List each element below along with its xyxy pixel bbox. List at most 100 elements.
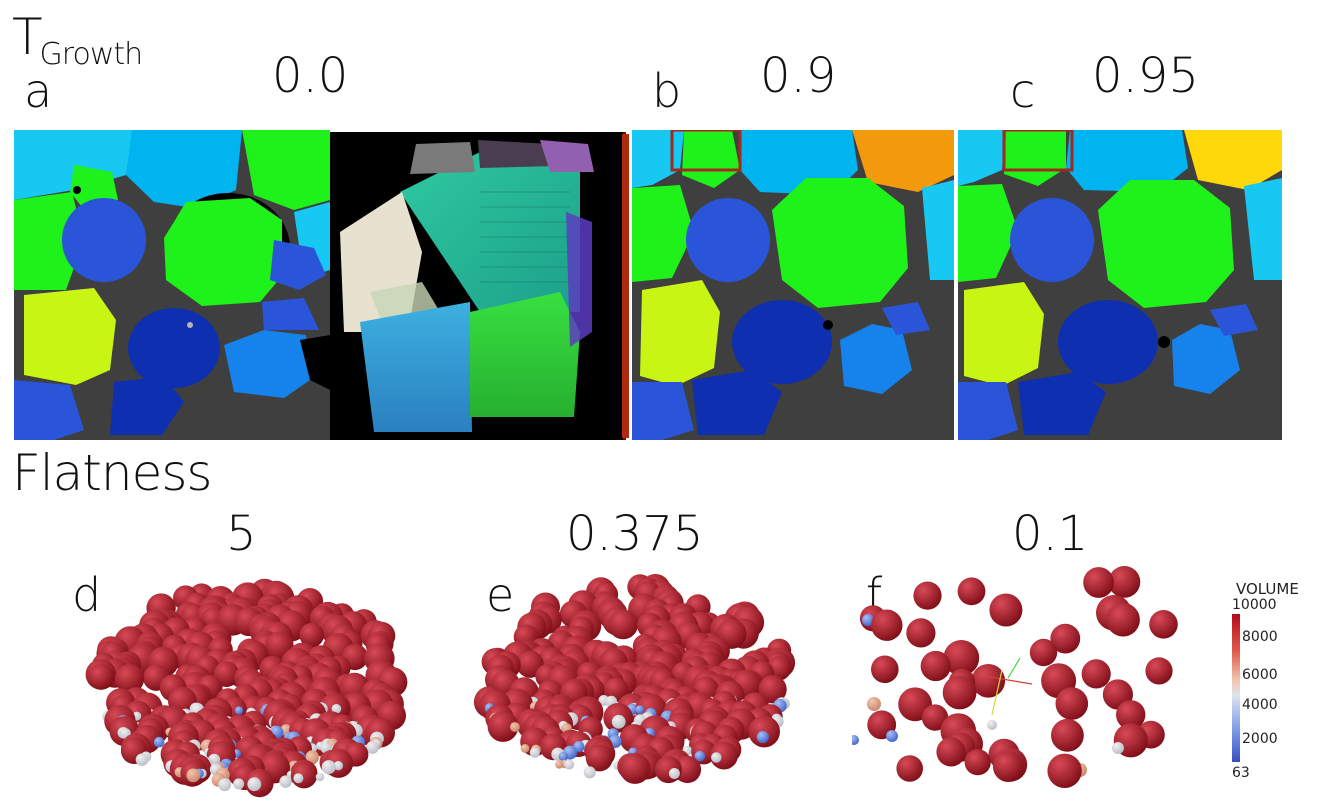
sphere: [555, 760, 564, 769]
sphere: [1116, 700, 1146, 730]
panel-d-letter: d: [72, 568, 102, 622]
sphere: [756, 731, 769, 744]
panel-d-sphere-packing: [85, 578, 408, 798]
sphere: [673, 755, 702, 784]
colorbar-tick-8000: 8000: [1242, 629, 1278, 645]
sphere: [153, 736, 165, 748]
sphere: [619, 753, 651, 784]
panel-b-highlight-box: [670, 130, 742, 172]
sphere: [1106, 602, 1140, 637]
panel-e-letter: e: [486, 568, 515, 622]
sphere: [1108, 566, 1141, 598]
sphere: [871, 655, 899, 684]
sphere: [886, 730, 898, 742]
divider-bar: [622, 134, 629, 438]
sphere: [1051, 718, 1084, 752]
colorbar-title: VOLUME: [1236, 580, 1299, 598]
axis-line: [1007, 657, 1021, 679]
sphere: [88, 664, 114, 690]
sphere: [1083, 567, 1114, 598]
sphere: [711, 752, 722, 763]
sphere: [1149, 610, 1178, 639]
growth-title-main: T: [12, 8, 43, 66]
sphere: [987, 720, 997, 730]
sphere: [333, 761, 343, 771]
sphere: [906, 618, 936, 648]
sphere: [867, 697, 881, 711]
sphere: [1029, 638, 1058, 667]
panel-b-letter: b: [652, 64, 682, 118]
sphere: [1081, 659, 1111, 689]
colorbar-tick-4000: 4000: [1242, 697, 1278, 713]
sphere: [852, 735, 859, 745]
sphere: [896, 755, 923, 782]
growth-section-title: TGrowth: [12, 12, 144, 70]
panel-c-highlight-box: [1002, 130, 1074, 172]
sphere: [1055, 687, 1089, 720]
axis-line: [991, 669, 1003, 716]
sphere: [115, 664, 145, 694]
sphere: [487, 711, 519, 742]
sphere: [635, 705, 645, 715]
sphere: [913, 581, 942, 610]
sphere: [279, 775, 292, 788]
sphere: [871, 609, 903, 641]
sphere: [520, 744, 530, 753]
sphere: [943, 640, 980, 676]
colorbar-min-label: 63: [1232, 765, 1250, 781]
panel-c-value: 0.95: [1092, 48, 1199, 104]
sphere: [1050, 623, 1081, 654]
flatness-section-title: Flatness: [12, 444, 212, 502]
sphere: [135, 753, 149, 766]
sphere: [1112, 742, 1124, 754]
axis-line: [971, 673, 1033, 685]
growth-title-sub: Growth: [39, 37, 144, 72]
sphere: [920, 650, 951, 682]
sphere: [234, 706, 244, 715]
panel-d-value: 5: [226, 506, 257, 562]
sphere: [315, 772, 325, 782]
sphere: [710, 741, 738, 770]
sphere: [293, 773, 304, 784]
sphere: [366, 741, 379, 754]
sphere: [603, 677, 629, 702]
sphere: [611, 714, 626, 729]
sphere: [668, 768, 680, 779]
panel-e-value: 0.375: [566, 506, 704, 562]
sphere: [564, 759, 575, 770]
panel-f-sphere-packing: [852, 566, 1178, 788]
sphere: [321, 760, 336, 775]
panel-a-letter: a: [24, 64, 53, 118]
sphere: [233, 778, 245, 790]
panel-b-grain-map: [632, 130, 954, 440]
sphere: [583, 766, 596, 779]
sphere: [186, 768, 201, 783]
sphere: [218, 778, 232, 792]
panel-f-value: 0.1: [1012, 506, 1089, 562]
sphere: [957, 577, 986, 606]
sphere: [992, 751, 1024, 782]
sphere: [971, 664, 1006, 698]
colorbar-gradient: [1232, 614, 1240, 762]
sphere: [964, 749, 991, 776]
colorbar-tick-2000: 2000: [1242, 731, 1278, 747]
sphere: [608, 609, 638, 640]
sphere: [299, 622, 324, 648]
panel-a-value: 0.0: [272, 48, 349, 104]
sphere: [585, 744, 613, 772]
sphere: [694, 750, 706, 762]
sphere: [989, 593, 1023, 627]
panel-c-letter: c: [1010, 64, 1036, 118]
sphere: [510, 722, 520, 732]
panel-e-sphere-packing: [473, 574, 796, 784]
sphere: [558, 751, 569, 762]
sphere: [942, 675, 977, 710]
sphere: [529, 747, 540, 758]
sphere: [862, 614, 874, 626]
panel-a-volume-render: [330, 132, 626, 440]
colorbar-max-label: 10000: [1232, 597, 1277, 613]
sphere: [247, 777, 262, 792]
panel-b-value: 0.9: [760, 48, 837, 104]
panel-a-grain-map: [14, 130, 330, 440]
sphere: [936, 737, 966, 767]
